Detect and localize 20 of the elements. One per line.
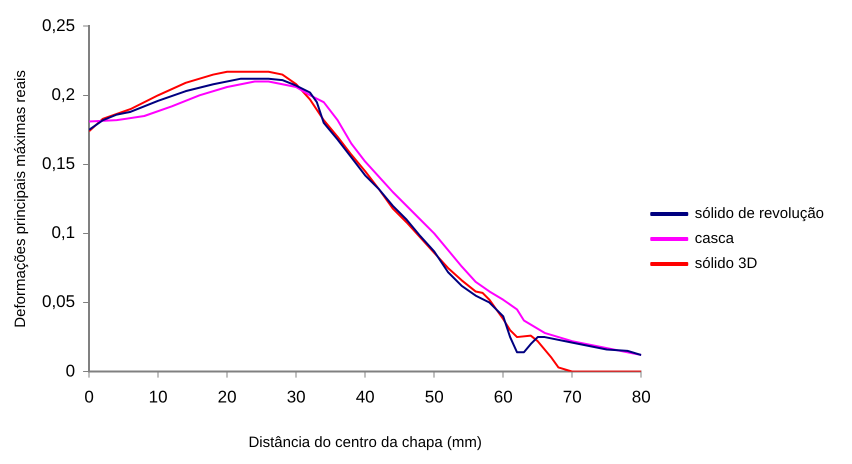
legend-label: sólido de revolução [694,205,824,222]
y-tick-label: 0,25 [42,16,76,35]
y-tick-label: 0,15 [42,154,76,174]
x-tick-label: 20 [218,387,237,406]
x-tick-label: 50 [424,387,444,406]
x-axis-title: Distância do centro da chapa (mm) [248,434,482,452]
legend-label: sólido 3D [694,255,758,272]
x-tick-label: 40 [356,387,375,406]
x-tick-label: 80 [632,387,651,406]
x-tick-label: 60 [494,387,513,406]
x-tick-label: 70 [562,387,582,406]
y-tick-label: 0,05 [42,292,76,312]
y-tick-label: 0,2 [51,84,76,104]
x-tick-label: 0 [84,387,94,406]
y-axis-title: Deformações principais máximas reais [12,70,30,328]
y-tick-label: 0,1 [51,223,76,242]
y-tick-label: 0 [66,361,76,380]
x-tick-label: 30 [286,387,306,406]
x-tick-label: 10 [148,387,168,406]
legend-label: casca [694,230,735,248]
